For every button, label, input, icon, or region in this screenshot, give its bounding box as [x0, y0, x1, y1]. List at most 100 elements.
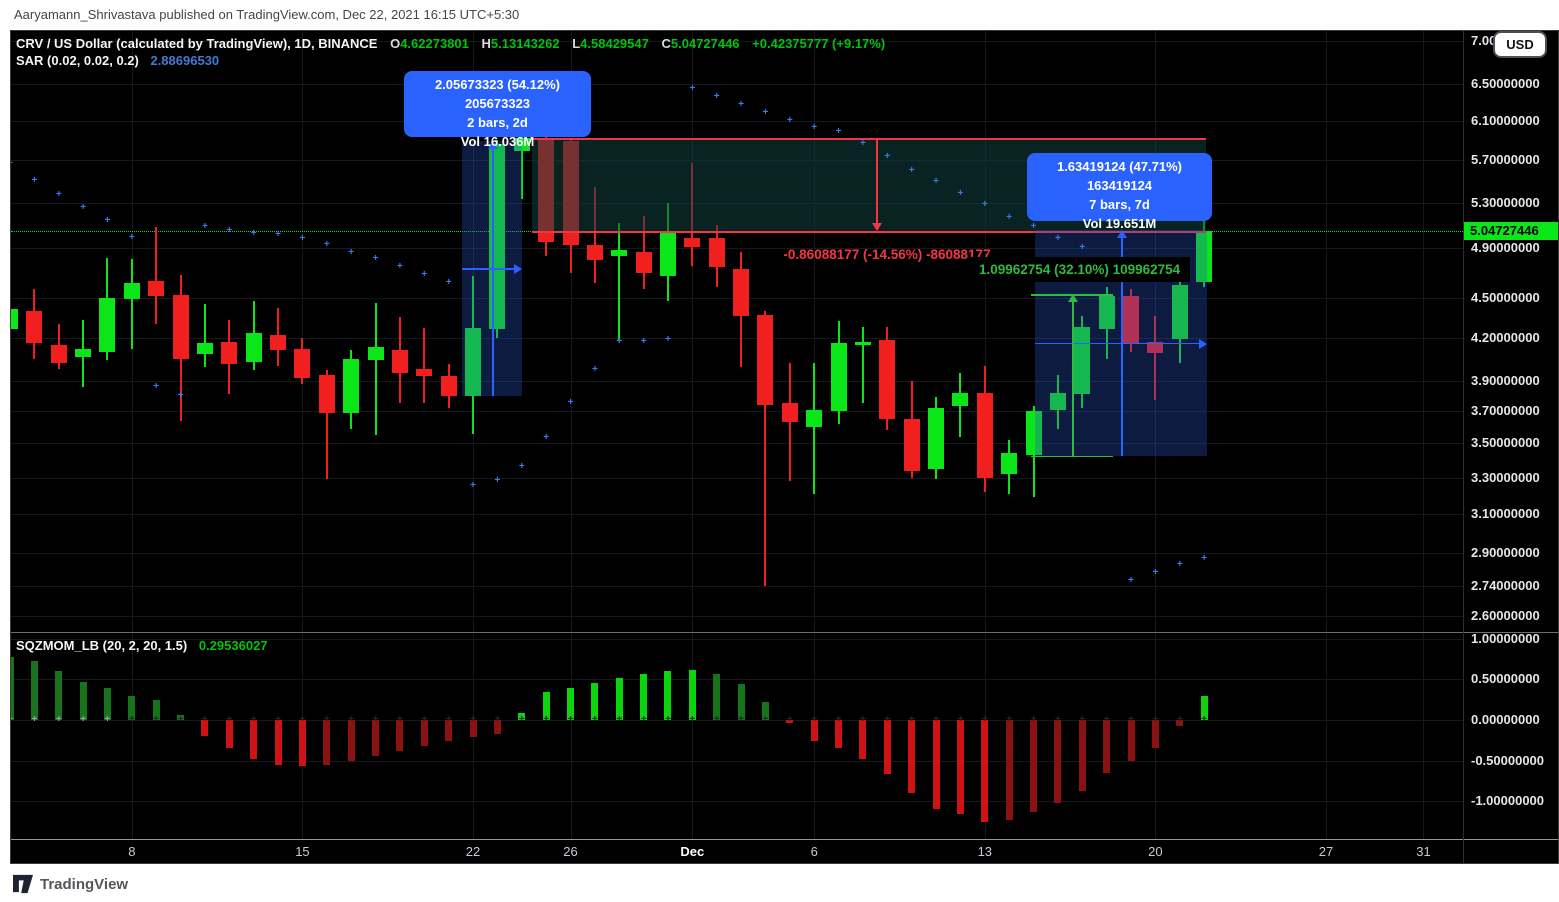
candle-wick	[325, 370, 328, 480]
candle-body	[806, 409, 823, 428]
momentum-bar	[737, 684, 745, 720]
h-gridline	[11, 513, 1463, 515]
momentum-bar	[201, 720, 209, 737]
price-axis-label: 5.30000000	[1471, 194, 1540, 210]
momentum-bar	[445, 720, 453, 742]
candle-body	[684, 237, 701, 247]
squeeze-marker: +	[543, 714, 550, 725]
candle-body	[221, 341, 238, 365]
momentum-bar	[298, 720, 306, 767]
sar-dot: +	[933, 176, 939, 188]
close-value: 5.04727446	[670, 36, 740, 51]
indicator-axis-label: 0.50000000	[1471, 671, 1540, 687]
candle-body	[830, 343, 847, 412]
sar-dot: +	[908, 164, 915, 176]
indicator-axis-label: -0.50000000	[1471, 752, 1545, 768]
price-range-box-2-varrowhead	[1117, 229, 1128, 238]
measure-tooltip-1[interactable]: 2.05673323 (54.12%) 205673323 2 bars, 2d…	[404, 71, 591, 149]
momentum-bar	[128, 696, 136, 720]
price-axis-label: 3.70000000	[1471, 403, 1540, 419]
squeeze-marker: +	[835, 714, 842, 725]
squeeze-marker: +	[1152, 714, 1159, 725]
squeeze-marker: +	[348, 714, 355, 725]
sar-dot: +	[786, 114, 793, 126]
price-axis-label: 4.90000000	[1471, 240, 1540, 256]
price-axis-label: 3.90000000	[1471, 372, 1540, 388]
h-gridline	[11, 41, 1463, 42]
momentum-bar	[932, 720, 940, 809]
pane-separator	[11, 632, 1558, 633]
squeeze-marker: +	[738, 714, 745, 725]
sqzmom-legend[interactable]: SQZMOM_LB (20, 2, 20, 1.5) 0.29536027	[16, 638, 268, 653]
h-gridline	[11, 615, 1463, 617]
tradingview-logo-icon	[13, 874, 33, 894]
price-range-box-2-harrow-line	[1035, 342, 1200, 345]
candle-body	[903, 419, 920, 471]
publish-info: Aaryamann_Shrivastava published on Tradi…	[14, 7, 520, 22]
candle-body	[879, 340, 896, 420]
squeeze-marker: +	[933, 714, 939, 725]
sar-indicator-label[interactable]: SAR (0.02, 0.02, 0.2)	[16, 53, 139, 68]
measure-tooltip-2[interactable]: 1.63419124 (47.71%) 163419124 7 bars, 7d…	[1027, 153, 1212, 231]
candle-wick	[861, 326, 864, 404]
momentum-bar	[250, 720, 258, 760]
sar-dot: +	[80, 202, 87, 213]
momentum-bar	[567, 688, 574, 720]
symbol-title: CRV / US Dollar (calculated by TradingVi…	[16, 36, 378, 51]
measure1-bars: 2 bars, 2d	[467, 115, 528, 130]
momentum-bar	[177, 715, 185, 720]
h-gridline	[11, 760, 1463, 762]
candle-body	[148, 280, 165, 297]
sar-dot: +	[104, 215, 111, 227]
momentum-bar	[11, 656, 14, 720]
price-axis-label: 4.20000000	[1471, 329, 1540, 345]
sar-dot: +	[1079, 242, 1086, 254]
chart-canvas[interactable]: + + + + + + + + + + + + + + + + + + + + + + + + + + + + + + + + + + + + + + + +…	[11, 31, 1558, 863]
sar-dot: +	[11, 159, 15, 169]
candle-body	[1171, 284, 1188, 339]
squeeze-marker: +	[567, 714, 574, 725]
sar-dot: +	[128, 231, 135, 243]
symbol-legend[interactable]: CRV / US Dollar (calculated by TradingVi…	[16, 35, 885, 69]
tradingview-watermark[interactable]: TradingView	[12, 874, 128, 894]
momentum-bar	[1078, 720, 1086, 791]
red-range-top-line	[532, 138, 1206, 140]
sar-dot: +	[835, 126, 842, 138]
candle-wick	[813, 362, 816, 494]
sar-dot: +	[1201, 552, 1208, 564]
h-gridline	[11, 585, 1463, 587]
squeeze-marker: +	[177, 714, 184, 725]
v-gridline	[570, 31, 572, 839]
green-range-arrow-line	[1072, 302, 1074, 456]
momentum-bar	[1151, 720, 1159, 748]
squeeze-marker: +	[616, 714, 623, 725]
currency-toggle-button[interactable]: USD	[1493, 31, 1547, 58]
h-gridline	[11, 552, 1463, 554]
squeeze-marker: +	[104, 714, 111, 725]
sar-dot: +	[202, 221, 208, 233]
time-tick-label: 13	[977, 844, 993, 859]
momentum-bar	[640, 674, 648, 720]
time-tick-label: 31	[1416, 844, 1431, 859]
candle-body	[757, 314, 774, 405]
candle-wick	[374, 302, 377, 436]
time-tick-label: 8	[128, 844, 136, 859]
sar-dot: +	[299, 232, 306, 244]
candle-wick	[520, 111, 523, 200]
momentum-bar	[55, 671, 63, 720]
tradingview-watermark-text: TradingView	[40, 875, 129, 893]
h-gridline	[11, 443, 1463, 445]
sar-dot: +	[1152, 566, 1159, 578]
open-label: O	[390, 36, 401, 51]
sar-dot: +	[640, 335, 647, 347]
momentum-bar	[79, 681, 87, 720]
candle-body	[99, 297, 116, 352]
v-gridline	[692, 31, 694, 839]
candle-wick	[593, 187, 596, 284]
time-axis-border	[11, 839, 1558, 840]
time-tick-label: Dec	[680, 844, 705, 859]
candle-body	[1196, 230, 1213, 282]
measure1-range: 2.05673323 (54.12%) 205673323	[434, 77, 561, 111]
squeeze-marker: +	[1176, 714, 1183, 725]
h-gridline	[11, 720, 1463, 721]
